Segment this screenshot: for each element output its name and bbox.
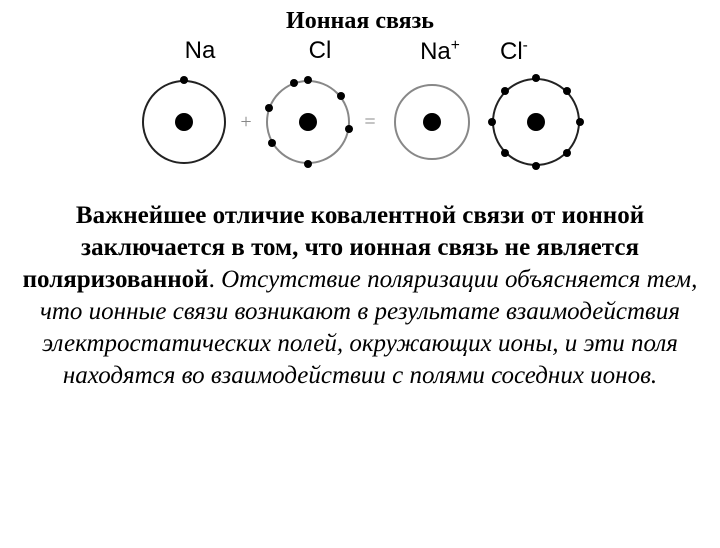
plus-operator: + — [238, 111, 254, 134]
na-atom — [134, 72, 234, 172]
label-na: Na — [140, 37, 260, 66]
electron — [265, 104, 273, 112]
electron — [532, 162, 540, 170]
label-na-plus-charge: + — [451, 37, 460, 54]
label-cl-minus-base: Cl — [500, 38, 523, 65]
electron — [268, 139, 276, 147]
electron — [488, 118, 496, 126]
label-na-plus-base: Na — [420, 38, 451, 65]
page-title: Ионная связь — [0, 8, 720, 35]
cl-anion — [486, 72, 586, 172]
electron — [180, 76, 188, 84]
electron — [532, 74, 540, 82]
electron — [576, 118, 584, 126]
atom-labels-row: Na Cl Na+ Cl- — [0, 37, 720, 66]
electron — [563, 87, 571, 95]
nucleus — [299, 113, 317, 131]
nucleus — [423, 113, 441, 131]
electron — [501, 149, 509, 157]
label-cl-minus: Cl- — [500, 37, 580, 66]
label-cl: Cl — [260, 37, 380, 66]
electron — [345, 125, 353, 133]
nucleus — [175, 113, 193, 131]
label-na-plus: Na+ — [380, 37, 500, 66]
nucleus — [527, 113, 545, 131]
body-dot: . — [209, 266, 222, 293]
atom-diagram-row: += — [0, 72, 720, 172]
electron — [304, 160, 312, 168]
equals-operator: = — [362, 111, 378, 134]
electron — [304, 76, 312, 84]
electron — [337, 92, 345, 100]
cl-atom — [258, 72, 358, 172]
electron — [290, 79, 298, 87]
body-paragraph: Важнейшее отличие ковалентной связи от и… — [20, 200, 700, 392]
label-cl-minus-charge: - — [523, 37, 528, 54]
na-cation — [382, 72, 482, 172]
electron — [563, 149, 571, 157]
electron — [501, 87, 509, 95]
